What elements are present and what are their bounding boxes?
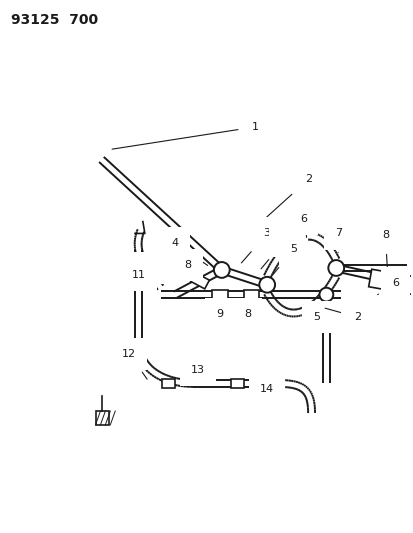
Text: 5: 5 xyxy=(304,308,319,322)
Text: 9: 9 xyxy=(216,307,223,319)
Bar xyxy=(211,289,227,300)
Text: 14: 14 xyxy=(256,378,273,394)
Circle shape xyxy=(328,260,343,276)
Text: 10: 10 xyxy=(141,263,155,285)
Text: 2: 2 xyxy=(259,174,311,224)
Bar xyxy=(132,269,145,277)
Text: 11: 11 xyxy=(132,270,145,280)
Text: 5: 5 xyxy=(272,244,297,274)
Bar xyxy=(243,289,259,300)
Circle shape xyxy=(319,288,332,302)
Text: 7: 7 xyxy=(334,229,341,252)
Text: 12: 12 xyxy=(122,349,147,379)
Text: 8: 8 xyxy=(184,260,198,279)
Bar xyxy=(230,379,244,388)
Bar xyxy=(190,273,209,289)
Bar xyxy=(161,379,175,388)
Text: 3: 3 xyxy=(241,229,270,263)
Text: 2: 2 xyxy=(261,236,287,269)
FancyBboxPatch shape xyxy=(95,411,109,425)
Text: 1: 1 xyxy=(112,122,258,149)
Bar xyxy=(368,269,413,296)
Circle shape xyxy=(214,262,229,278)
Text: 2: 2 xyxy=(324,308,361,322)
Text: 6: 6 xyxy=(377,278,398,295)
Text: 6: 6 xyxy=(299,214,306,237)
Text: 13: 13 xyxy=(191,365,204,381)
Text: 8: 8 xyxy=(381,230,388,270)
Text: 4: 4 xyxy=(171,238,207,265)
Text: 8: 8 xyxy=(243,307,250,319)
Circle shape xyxy=(259,277,274,293)
Text: 93125  700: 93125 700 xyxy=(11,13,97,27)
